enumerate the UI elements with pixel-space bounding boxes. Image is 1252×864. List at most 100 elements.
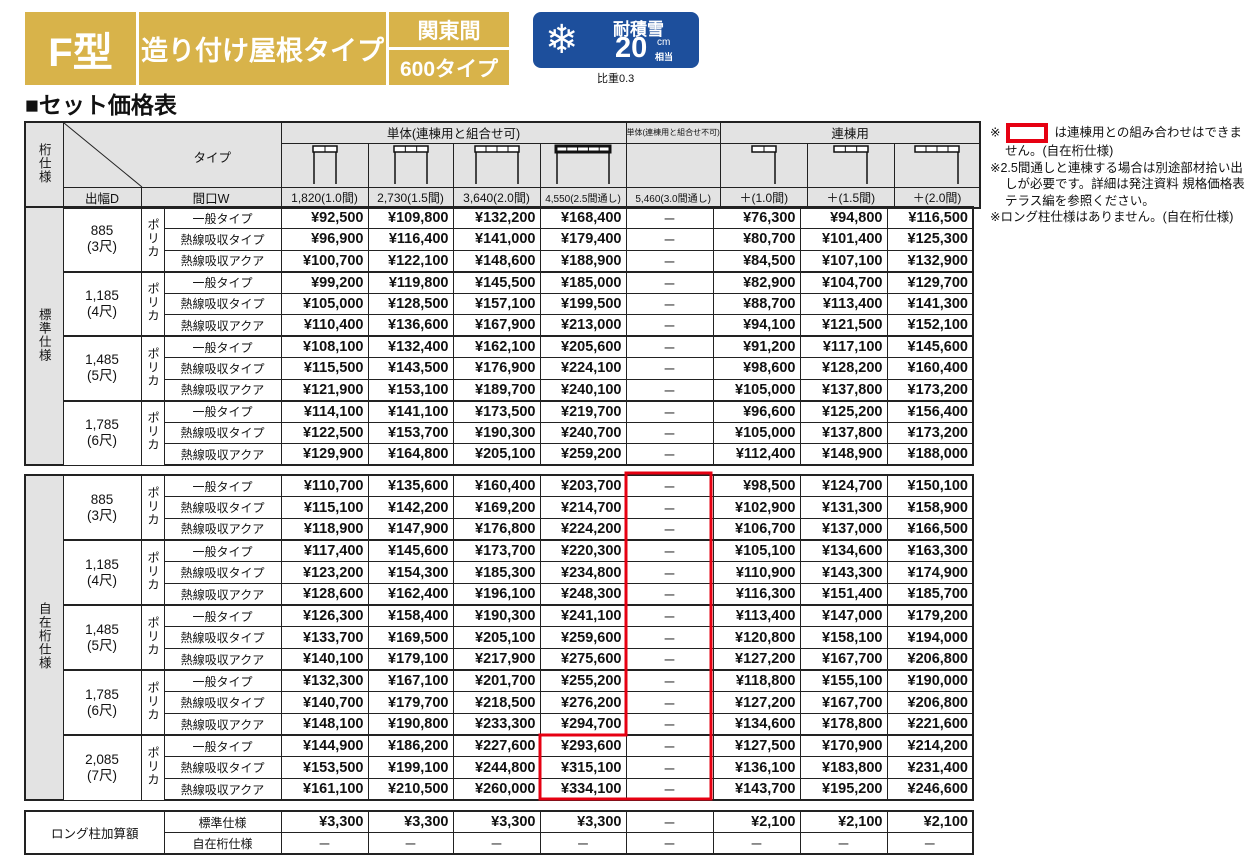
panel-type: 一般タイプ bbox=[163, 206, 282, 229]
panel-type: 熱線吸収タイプ bbox=[163, 357, 282, 380]
price-cell: ¥115,100 bbox=[280, 496, 369, 519]
table-row: 熱線吸収アクア ¥110,400 ¥136,600 ¥167,900 ¥213,000 －… bbox=[25, 314, 974, 337]
price-cell: ¥96,600 bbox=[712, 399, 801, 423]
price-cell: ¥153,700 bbox=[367, 421, 454, 444]
panel-type: 一般タイプ bbox=[163, 270, 282, 294]
price-cell: ¥135,600 bbox=[367, 474, 454, 498]
panel-type: 熱線吸収タイプ bbox=[163, 756, 282, 780]
price-cell: ¥214,200 bbox=[886, 734, 974, 758]
free-girder-spec-table: 自在桁仕様 885 (3尺) ポリカ 一般タイプ ¥110,700 ¥135,600 ¥160… bbox=[24, 473, 974, 802]
price-cell: ¥169,500 bbox=[367, 626, 454, 649]
price-cell: ¥168,400 bbox=[539, 206, 627, 229]
price-cell: ¥205,100 bbox=[452, 443, 541, 466]
price-cell: － bbox=[625, 582, 714, 606]
price-cell: － bbox=[625, 474, 714, 498]
spec-label: 標準仕様 bbox=[24, 206, 64, 466]
price-cell: ¥201,700 bbox=[452, 669, 541, 693]
table-row: 熱線吸収アクア ¥100,700 ¥122,100 ¥148,600 ¥188,900 －… bbox=[25, 249, 974, 272]
price-cell: ¥148,600 bbox=[452, 249, 541, 272]
price-cell: ¥315,100 bbox=[539, 756, 627, 780]
width-column-header: 1,820(1.0間) bbox=[280, 186, 369, 209]
price-cell: ¥173,200 bbox=[886, 421, 974, 444]
panel-type: 熱線吸収アクア bbox=[163, 648, 282, 671]
price-cell: ¥107,100 bbox=[799, 249, 888, 272]
panel-type: 熱線吸収アクア bbox=[163, 249, 282, 272]
depth-shaku: (6尺) bbox=[87, 702, 117, 718]
price-cell: － bbox=[625, 399, 714, 423]
price-cell: ¥128,600 bbox=[280, 582, 369, 606]
price-cell: ¥170,900 bbox=[799, 734, 888, 758]
price-cell: ¥134,600 bbox=[712, 713, 801, 736]
price-cell: ¥91,200 bbox=[712, 335, 801, 358]
price-cell: ¥203,700 bbox=[539, 474, 627, 498]
standard-spec-table: 標準仕様 885 (3尺) ポリカ 一般タイプ ¥92,500 ¥109,800 ¥132,2… bbox=[24, 206, 974, 466]
snow-load-value: 20 bbox=[615, 32, 648, 64]
price-cell: ¥132,900 bbox=[886, 249, 974, 272]
table-row: 1,785 (6尺) ポリカ 一般タイプ ¥114,100 ¥141,100 ¥173,50… bbox=[25, 399, 974, 466]
width-column-header: 5,460(3.0間通し) bbox=[625, 186, 721, 209]
width-column-header: ＋(1.0間) bbox=[719, 186, 808, 209]
width-header: 間口W bbox=[140, 186, 282, 209]
price-cell: ¥132,400 bbox=[367, 335, 454, 358]
table-row: 熱線吸収アクア ¥121,900 ¥153,100 ¥189,700 ¥240,100 －… bbox=[25, 378, 974, 401]
price-cell: ¥217,900 bbox=[452, 648, 541, 671]
price-cell: ¥176,800 bbox=[452, 517, 541, 541]
table-row: 1,785 (6尺) ポリカ 一般タイプ ¥132,300 ¥167,100 ¥201,70… bbox=[25, 669, 974, 736]
price-cell: ¥136,100 bbox=[712, 756, 801, 780]
price-cell: ¥129,900 bbox=[280, 443, 369, 466]
price-cell: － bbox=[625, 626, 714, 649]
price-cell: ¥173,500 bbox=[452, 399, 541, 423]
price-cell: ¥150,100 bbox=[886, 474, 974, 498]
depth-value: 1,485 bbox=[85, 621, 119, 637]
price-cell: ¥119,800 bbox=[367, 270, 454, 294]
price-cell: ¥137,800 bbox=[799, 378, 888, 401]
price-cell: ¥133,700 bbox=[280, 626, 369, 649]
price-cell: ¥108,100 bbox=[280, 335, 369, 358]
material-label: ポリカ bbox=[145, 680, 159, 722]
material-label: ポリカ bbox=[145, 346, 159, 388]
roof-type-label: 造り付け屋根タイプ bbox=[139, 12, 386, 85]
price-cell: ¥185,700 bbox=[886, 582, 974, 606]
price-cell: ¥233,300 bbox=[452, 713, 541, 736]
material-cell: ポリカ bbox=[140, 399, 165, 466]
table-row: 熱線吸収タイプ ¥115,100 ¥142,200 ¥169,200 ¥214,700 －… bbox=[25, 496, 974, 519]
price-cell: ¥185,000 bbox=[539, 270, 627, 294]
price-cell: ¥143,300 bbox=[799, 561, 888, 584]
price-cell: ¥173,700 bbox=[452, 539, 541, 563]
material-cell: ポリカ bbox=[140, 539, 165, 606]
price-cell: ¥158,400 bbox=[367, 604, 454, 628]
price-cell: ¥145,500 bbox=[452, 270, 541, 294]
price-cell: ¥123,200 bbox=[280, 561, 369, 584]
price-cell: ¥152,100 bbox=[886, 314, 974, 337]
price-cell: ¥3,300 bbox=[280, 810, 369, 833]
price-cell: － bbox=[625, 421, 714, 444]
table-row: ロング柱加算額 標準仕様 ¥3,300 ¥3,300 ¥3,300 ¥3,300 － ¥2,1… bbox=[24, 810, 974, 855]
price-cell: ¥164,800 bbox=[367, 443, 454, 466]
price-cell: ¥127,200 bbox=[712, 691, 801, 715]
price-cell: ¥166,500 bbox=[886, 517, 974, 541]
price-cell: ¥219,700 bbox=[539, 399, 627, 423]
table-row: 熱線吸収アクア ¥129,900 ¥164,800 ¥205,100 ¥259,200 －… bbox=[25, 443, 974, 466]
price-cell: ¥167,900 bbox=[452, 314, 541, 337]
price-cell: － bbox=[625, 669, 714, 693]
price-cell: ¥158,100 bbox=[799, 626, 888, 649]
type-header: タイプ bbox=[193, 151, 232, 165]
snow-load-unit: cm bbox=[657, 37, 671, 48]
panel-type: 熱線吸収タイプ bbox=[163, 496, 282, 519]
price-cell: ¥101,400 bbox=[799, 228, 888, 251]
price-cell: ¥94,800 bbox=[799, 206, 888, 229]
price-cell: － bbox=[625, 648, 714, 671]
depth-value: 2,085 bbox=[85, 752, 119, 768]
price-cell: ¥76,300 bbox=[712, 206, 801, 229]
width-column-header: ＋(2.0間) bbox=[893, 186, 982, 209]
price-cell: ¥190,800 bbox=[367, 713, 454, 736]
frame-diagram-6 bbox=[719, 142, 808, 188]
table-row: 熱線吸収タイプ ¥140,700 ¥179,700 ¥218,500 ¥276,200 －… bbox=[25, 691, 974, 715]
price-cell: ¥260,000 bbox=[452, 778, 541, 802]
price-cell: ¥3,300 bbox=[539, 810, 627, 833]
price-cell: ¥105,000 bbox=[712, 378, 801, 401]
panel-type: 熱線吸収タイプ bbox=[163, 421, 282, 444]
material-cell: ポリカ bbox=[140, 270, 165, 337]
price-cell: ¥178,800 bbox=[799, 713, 888, 736]
price-cell: ¥147,000 bbox=[799, 604, 888, 628]
